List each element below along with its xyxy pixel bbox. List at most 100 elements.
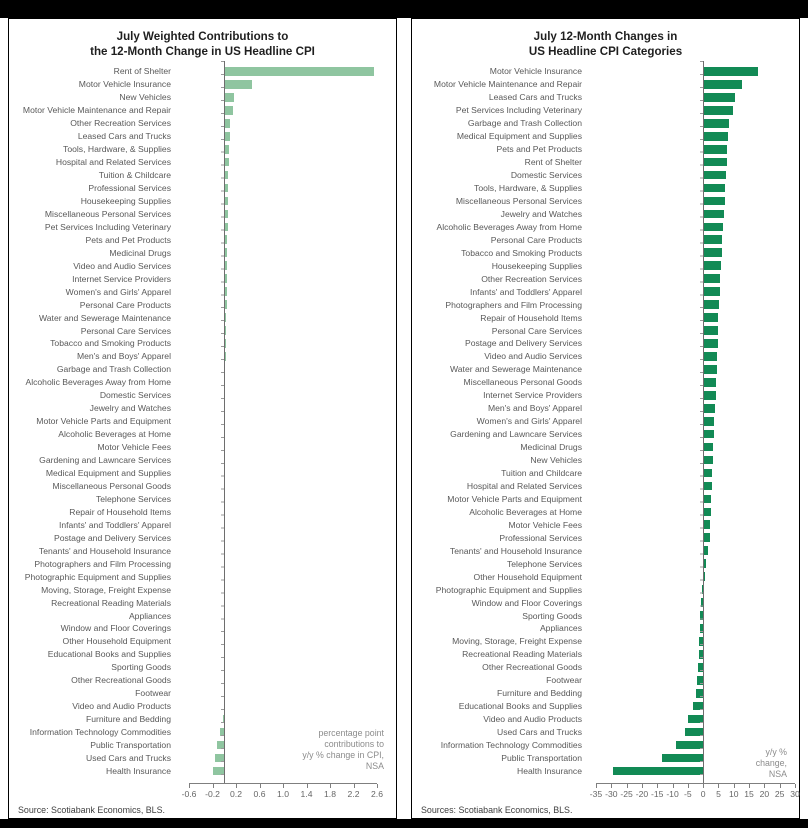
category-label: Tenants' and Household Insurance (449, 545, 582, 556)
category-row: Other Recreational Goods (412, 661, 799, 674)
bar (214, 753, 225, 763)
category-label: Domestic Services (99, 390, 171, 401)
bar-cell (588, 207, 796, 220)
category-label: Appliances (128, 610, 171, 621)
category-row: New Vehicles (412, 454, 799, 467)
bar-cell (177, 182, 389, 195)
category-label: Recreational Reading Materials (51, 597, 171, 608)
category-row: Infants' and Toddlers' Apparel (412, 285, 799, 298)
category-label: Tools, Hardware, & Supplies (474, 183, 582, 194)
category-row: Women's and Girls' Apparel (412, 415, 799, 428)
category-label: Medical Equipment and Supplies (456, 131, 582, 142)
category-row: Other Recreational Goods (9, 674, 396, 687)
category-label: Other Recreational Goods (71, 675, 171, 686)
category-row: Telephone Services (9, 492, 396, 505)
axis-tick-label: -0.2 (205, 788, 220, 799)
bar (703, 559, 706, 568)
category-row: Women's and Girls' Apparel (9, 285, 396, 298)
bar-cell (588, 195, 796, 208)
category-row: Medicinal Drugs (412, 441, 799, 454)
bar-cell (588, 726, 796, 739)
category-label: Postage and Delivery Services (464, 338, 582, 349)
axis-tick-label: -0.6 (181, 788, 197, 799)
bar (224, 261, 228, 271)
bar-cell (177, 195, 389, 208)
category-label: Tobacco and Smoking Products (461, 247, 582, 258)
category-label: Public Transportation (90, 740, 171, 751)
bar-cell (588, 764, 796, 777)
bar-cell (177, 272, 389, 285)
bar (703, 131, 728, 141)
category-label: Alcoholic Beverages at Home (469, 506, 582, 517)
axis-tick (236, 784, 237, 788)
category-row: Footwear (412, 674, 799, 687)
axis-tick-label: 10 (728, 788, 739, 799)
bar-cell (177, 661, 389, 674)
top-black-band (0, 0, 808, 18)
axis-tick-label: -35 (589, 788, 603, 799)
category-row: Tuition & Childcare (9, 169, 396, 182)
bar-cell (588, 596, 796, 609)
category-label: Rent of Shelter (113, 66, 171, 77)
bar (703, 170, 727, 180)
axis-tick (733, 784, 735, 788)
bar-cell (588, 739, 796, 752)
category-row: Internet Service Providers (412, 389, 799, 402)
category-row: Public Transportation (412, 752, 799, 765)
category-row: Repair of Household Items (412, 311, 799, 324)
axis-tick (330, 784, 331, 788)
bar-cell (588, 130, 796, 143)
category-row: Rent of Shelter (9, 65, 396, 78)
bar (703, 390, 716, 400)
bar (703, 248, 722, 258)
category-row: Photographers and Film Processing (9, 557, 396, 570)
bar-cell (588, 505, 796, 518)
bar-cell (177, 596, 389, 609)
bar-cell (588, 752, 796, 765)
category-label: Moving, Storage, Freight Expense (452, 636, 582, 647)
category-row: Educational Books and Supplies (412, 700, 799, 713)
category-row: Medical Equipment and Supplies (412, 130, 799, 143)
bar-cell (177, 764, 389, 777)
bar-cell (177, 298, 389, 311)
axis-tick (353, 784, 355, 788)
category-label: Motor Vehicle Insurance (489, 66, 582, 77)
category-label: Tuition & Childcare (98, 170, 171, 181)
category-row: Video and Audio Services (412, 350, 799, 363)
category-row: Motor Vehicle Maintenance and Repair (9, 104, 396, 117)
category-row: Pet Services Including Veterinary (9, 220, 396, 233)
category-label: Housekeeping Supplies (491, 260, 582, 271)
bar-cell (588, 713, 796, 726)
category-label: Information Technology Commodities (29, 727, 171, 738)
bar (703, 442, 714, 452)
bar-cell (588, 661, 796, 674)
category-row: Water and Sewerage Maintenance (412, 363, 799, 376)
axis-tick-label: 5 (716, 788, 721, 799)
category-row: Tenants' and Household Insurance (412, 544, 799, 557)
bar (224, 144, 229, 154)
category-label: Footwear (546, 675, 582, 686)
bar-cell (177, 350, 389, 363)
category-label: Motor Vehicle Parts and Equipment (36, 416, 171, 427)
category-row: Tools, Hardware, & Supplies (9, 143, 396, 156)
bar (695, 688, 704, 698)
category-row: Video and Audio Services (9, 259, 396, 272)
category-row: Photographic Equipment and Supplies (9, 570, 396, 583)
category-label: Internet Service Providers (72, 273, 171, 284)
category-row: Gardening and Lawncare Services (412, 428, 799, 441)
bar-cell (588, 428, 796, 441)
category-label: Jewelry and Watches (500, 208, 582, 219)
bar-cell (588, 674, 796, 687)
bar-cell (588, 480, 796, 493)
bar (703, 118, 730, 128)
bar (224, 209, 228, 219)
category-row: Tuition and Childcare (412, 467, 799, 480)
category-label: Video and Audio Products (483, 714, 582, 725)
bar-cell (588, 78, 796, 91)
left-chart-units-note: percentage point contributions to y/y % … (302, 728, 384, 771)
bar-cell (588, 622, 796, 635)
axis-tick (306, 784, 308, 788)
bar (703, 235, 723, 245)
category-tick-marks (221, 61, 225, 784)
category-row: Appliances (9, 609, 396, 622)
